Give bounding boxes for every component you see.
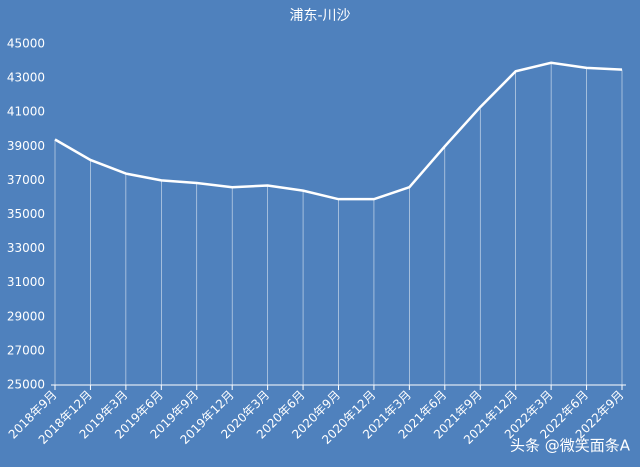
y-tick-label: 31000 — [7, 275, 45, 289]
line — [54, 61, 623, 201]
y-tick-label: 25000 — [7, 378, 45, 392]
y-tick-label: 39000 — [7, 139, 45, 153]
y-tick-label: 41000 — [7, 105, 45, 119]
y-tick-label: 37000 — [7, 173, 45, 187]
y-tick-label: 33000 — [7, 241, 45, 255]
watermark: 头条 @微笑面条A — [510, 437, 631, 455]
chart-title: 浦东-川沙 — [289, 8, 350, 24]
y-tick-label: 45000 — [7, 37, 45, 51]
y-tick-label: 43000 — [7, 71, 45, 85]
y-tick-label: 35000 — [7, 207, 45, 221]
y-tick-label: 29000 — [7, 309, 45, 323]
y-tick-label: 27000 — [7, 343, 45, 357]
